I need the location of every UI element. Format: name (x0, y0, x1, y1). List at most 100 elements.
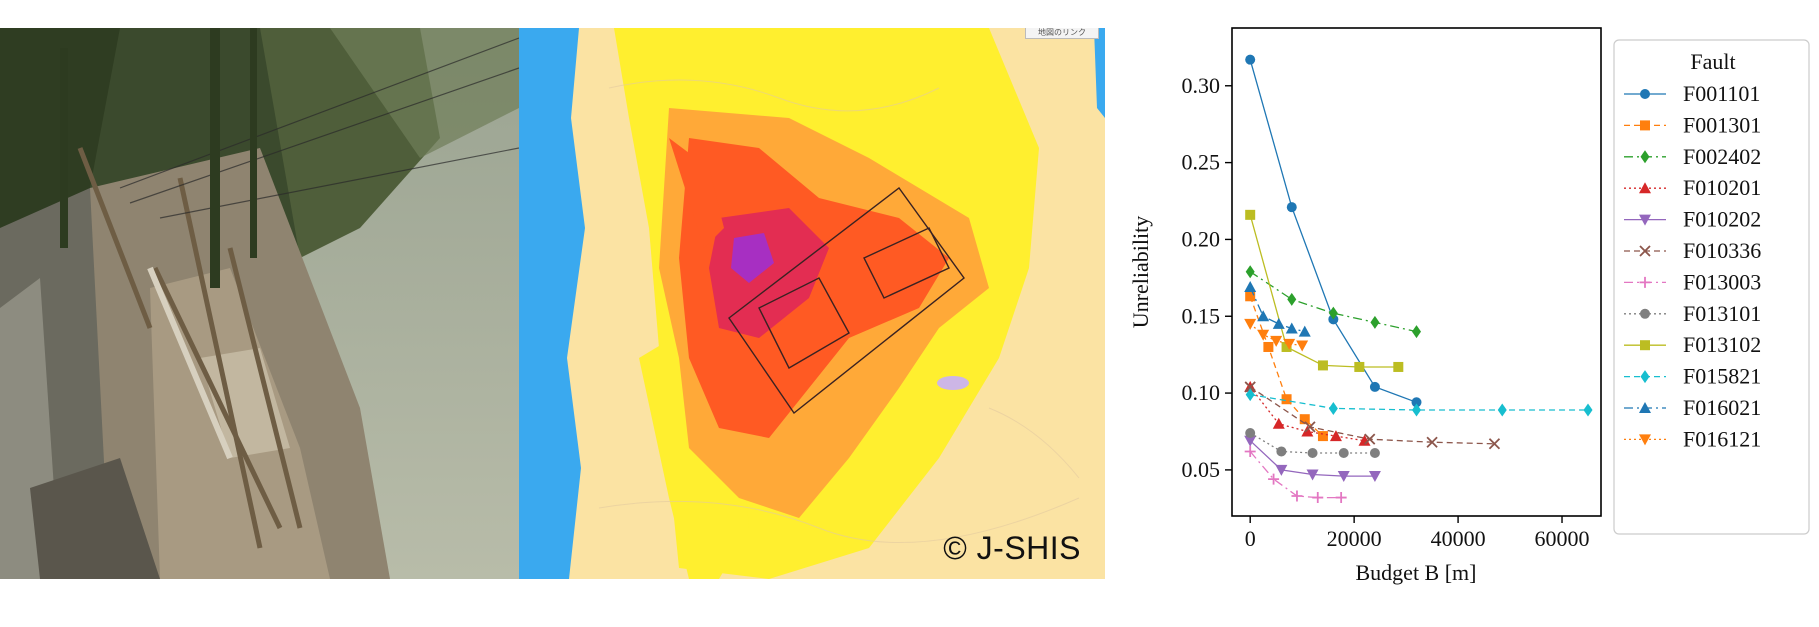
data-point (1317, 431, 1328, 442)
data-point (1245, 388, 1255, 402)
data-point (1287, 292, 1297, 306)
data-point (1354, 361, 1365, 372)
data-point (1276, 446, 1287, 457)
legend-label: F002402 (1683, 144, 1761, 169)
data-point (1412, 325, 1421, 339)
data-point (1583, 403, 1593, 417)
data-point (1281, 394, 1292, 405)
data-point (1263, 341, 1274, 352)
legend-title: Fault (1690, 49, 1735, 74)
x-axis-label: Budget B [m] (1356, 560, 1477, 585)
data-point (1488, 438, 1501, 450)
legend-label: F010202 (1683, 207, 1761, 232)
data-point (1270, 335, 1283, 347)
data-point (1370, 315, 1380, 329)
data-point (1426, 436, 1438, 448)
data-point (1328, 401, 1338, 415)
data-point (1337, 471, 1350, 483)
legend-marker (1640, 370, 1650, 384)
data-point (1411, 397, 1422, 408)
series-f013101 (1245, 428, 1380, 459)
data-point (1245, 265, 1255, 279)
data-point (1299, 414, 1310, 425)
legend-label: F013102 (1683, 332, 1761, 357)
legend-marker (1639, 276, 1651, 288)
data-point (1283, 338, 1296, 350)
legend-entry: F002402 (1624, 144, 1761, 169)
series-line (1250, 393, 1588, 411)
data-point (1338, 448, 1349, 459)
data-point (1301, 425, 1314, 437)
legend-label: F016021 (1683, 395, 1761, 420)
x-axis: 0 20000 40000 60000 (1245, 516, 1590, 551)
legend-label: F013003 (1683, 269, 1761, 294)
data-point (1272, 417, 1285, 429)
data-point (1358, 434, 1371, 446)
x-tick-label: 0 (1245, 526, 1256, 551)
legend-marker (1640, 340, 1650, 351)
y-tick-label: 0.20 (1182, 226, 1221, 251)
data-point (1307, 448, 1318, 459)
legend-label: F015821 (1683, 364, 1761, 389)
data-point (1245, 209, 1256, 220)
legend-entry: F013102 (1624, 332, 1761, 357)
data-point (1281, 341, 1292, 352)
legend-marker (1639, 402, 1651, 413)
x-tick-label: 20000 (1327, 526, 1382, 551)
series-f010336 (1244, 381, 1501, 450)
legend-entry: F010201 (1624, 175, 1761, 200)
data-point (1285, 322, 1298, 334)
series-f016021 (1244, 281, 1311, 337)
legend-label: F001101 (1683, 81, 1760, 106)
data-point (1393, 361, 1404, 372)
legend-label: F010336 (1683, 238, 1761, 263)
data-point (1244, 381, 1256, 393)
legend-entry: F016121 (1624, 426, 1761, 451)
data-point (1298, 325, 1311, 337)
data-point (1328, 306, 1338, 320)
data-point (1306, 469, 1319, 481)
data-point (1369, 381, 1380, 392)
legend-entry: F013101 (1624, 301, 1761, 326)
y-axis-label: Unreliability (1128, 216, 1153, 328)
series-line (1249, 286, 1305, 333)
data-point (1291, 490, 1303, 502)
y-tick-label: 0.15 (1182, 303, 1221, 328)
unreliability-chart: 0 20000 40000 60000 0.05 0.10 0.15 0.20 0.25 0.3… (1128, 27, 1810, 585)
data-point (1497, 403, 1507, 417)
legend-marker (1640, 89, 1650, 99)
legend-entry: F010202 (1624, 207, 1761, 232)
plot-frame (1231, 27, 1602, 517)
series-layer (1244, 54, 1593, 504)
legend-marker (1640, 150, 1650, 164)
y-tick-label: 0.25 (1182, 150, 1221, 175)
data-point (1317, 360, 1328, 371)
data-point (1296, 340, 1309, 352)
data-point (1312, 492, 1324, 504)
y-axis: 0.05 0.10 0.15 0.20 0.25 0.30 (1182, 73, 1232, 482)
series-f010202 (1244, 435, 1381, 483)
landslide-photo (0, 28, 519, 579)
map-link-badge[interactable]: 地図のリンク (1025, 28, 1099, 39)
legend-marker (1640, 308, 1650, 319)
data-point (1244, 281, 1257, 293)
data-point (1268, 473, 1280, 485)
map-credit: © J-SHIS (943, 530, 1081, 566)
legend-entry: F013003 (1624, 269, 1761, 294)
legend-marker (1639, 182, 1651, 194)
legend-label: F016121 (1683, 426, 1761, 451)
data-point (1304, 421, 1316, 433)
legend-label: F010201 (1683, 175, 1761, 200)
legend-label: F001301 (1683, 112, 1761, 137)
data-point (1257, 329, 1270, 341)
hazard-map: 地図のリンク © J-SHIS (519, 28, 1105, 579)
data-point (1245, 291, 1256, 302)
data-point (1335, 492, 1347, 504)
legend-entry: F015821 (1624, 364, 1761, 389)
series-f013102 (1245, 209, 1404, 372)
y-tick-label: 0.05 (1182, 457, 1221, 482)
series-f002402 (1245, 265, 1421, 339)
legend-marker (1639, 434, 1651, 446)
series-f015821 (1245, 388, 1593, 417)
legend-entry: F001101 (1624, 81, 1760, 106)
